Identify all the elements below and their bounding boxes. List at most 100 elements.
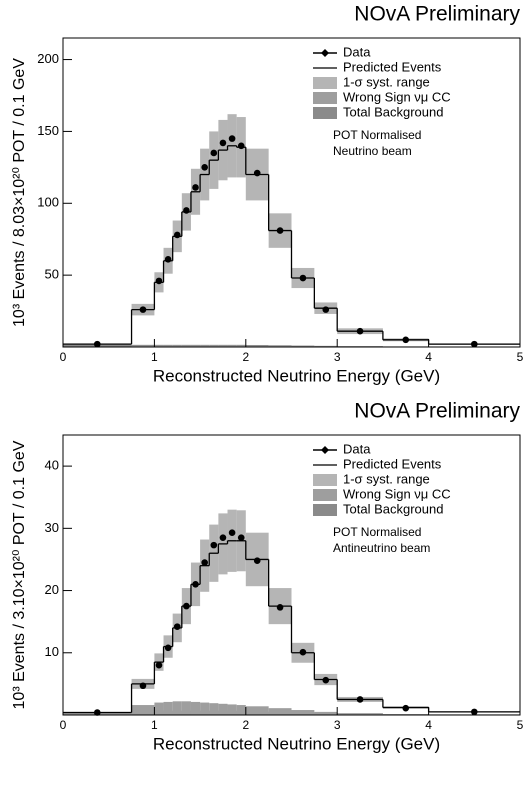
background-bar bbox=[209, 345, 219, 347]
background-bar bbox=[131, 705, 155, 715]
background-bar bbox=[154, 702, 164, 715]
data-point bbox=[237, 142, 245, 150]
data-point bbox=[253, 169, 261, 177]
chart-title: NOvA Preliminary bbox=[354, 400, 520, 423]
x-tick-label: 0 bbox=[60, 718, 67, 732]
data-point bbox=[276, 227, 284, 234]
x-axis-label: Reconstructed Neutrino Energy (GeV) bbox=[153, 734, 440, 753]
background-bar bbox=[154, 345, 164, 347]
data-point bbox=[471, 340, 478, 348]
annotation: Neutrino beam bbox=[333, 144, 412, 158]
background-bar bbox=[190, 345, 201, 347]
x-tick-label: 2 bbox=[242, 718, 249, 732]
data-point bbox=[210, 541, 218, 549]
background-bar bbox=[200, 702, 210, 715]
background-bar bbox=[236, 345, 246, 347]
background-bar bbox=[268, 708, 292, 715]
background-bar bbox=[314, 711, 338, 715]
data-point bbox=[322, 306, 330, 313]
data-point bbox=[192, 581, 199, 588]
annotation: POT Normalised bbox=[333, 525, 421, 539]
annotation: Antineutrino beam bbox=[333, 541, 430, 555]
data-point bbox=[219, 139, 227, 147]
x-tick-label: 4 bbox=[425, 350, 432, 364]
x-tick-label: 2 bbox=[242, 350, 249, 364]
background-bar bbox=[236, 705, 246, 715]
legend-label: 1-σ syst. range bbox=[343, 74, 430, 89]
data-point bbox=[219, 534, 227, 541]
plot-frame bbox=[62, 37, 521, 348]
data-point bbox=[356, 327, 364, 335]
chart-title: NOvA Preliminary bbox=[354, 3, 520, 26]
x-tick-label: 3 bbox=[334, 718, 341, 732]
data-point bbox=[356, 696, 364, 703]
data-point bbox=[299, 648, 307, 656]
legend-label: Predicted Events bbox=[343, 456, 442, 471]
y-tick-label: 40 bbox=[45, 458, 59, 473]
x-tick-label: 5 bbox=[517, 350, 523, 364]
background-bar bbox=[227, 345, 237, 347]
x-tick-label: 3 bbox=[334, 350, 341, 364]
panel: NOvA Preliminary Reconstructed Neutrino E… bbox=[11, 3, 523, 386]
legend-label: Total Background bbox=[343, 501, 443, 516]
data-point bbox=[471, 708, 478, 716]
data-point bbox=[228, 135, 236, 142]
data-point bbox=[228, 529, 236, 536]
data-point bbox=[155, 661, 163, 669]
x-tick-label: 5 bbox=[517, 718, 523, 732]
legend-label: Total Background bbox=[343, 104, 443, 119]
y-tick-label: 100 bbox=[37, 195, 59, 210]
background-bar bbox=[218, 703, 228, 715]
legend-swatch bbox=[313, 107, 337, 119]
legend-label: 1-σ syst. range bbox=[343, 471, 430, 486]
data-point bbox=[164, 256, 172, 263]
data-point bbox=[237, 534, 245, 541]
legend-swatch bbox=[321, 446, 329, 454]
y-tick-label: 20 bbox=[45, 582, 59, 597]
background-bar bbox=[172, 345, 182, 347]
x-tick-label: 0 bbox=[60, 350, 67, 364]
legend-swatch bbox=[321, 49, 329, 57]
x-tick-label: 4 bbox=[425, 718, 432, 732]
data-point bbox=[322, 676, 330, 684]
data-point bbox=[164, 644, 172, 652]
data-point bbox=[201, 559, 208, 566]
background-bar bbox=[218, 345, 228, 347]
legend-label: Data bbox=[343, 44, 371, 59]
y-tick-label: 10 bbox=[45, 644, 59, 659]
background-bar bbox=[172, 701, 182, 715]
legend-swatch bbox=[313, 92, 337, 104]
y-tick-label: 30 bbox=[45, 520, 59, 535]
data-point bbox=[183, 602, 190, 610]
background-bar bbox=[314, 345, 338, 347]
x-axis-label: Reconstructed Neutrino Energy (GeV) bbox=[153, 366, 440, 385]
background-bar bbox=[291, 710, 315, 715]
data-point bbox=[210, 149, 218, 157]
y-tick-label: 200 bbox=[37, 51, 59, 66]
data-point bbox=[155, 277, 163, 285]
background-bar bbox=[181, 345, 191, 347]
data-point bbox=[93, 709, 101, 716]
annotation: POT Normalised bbox=[333, 128, 421, 142]
legend-label: Predicted Events bbox=[343, 59, 442, 74]
x-tick-label: 1 bbox=[151, 718, 158, 732]
background-bar bbox=[209, 703, 219, 715]
legend-label: Wrong Sign νμ CC bbox=[343, 89, 451, 104]
data-point bbox=[253, 557, 261, 564]
y-tick-label: 50 bbox=[45, 267, 59, 282]
background-bar bbox=[337, 713, 383, 715]
background-bar bbox=[200, 345, 210, 347]
data-point bbox=[139, 682, 147, 690]
background-bar bbox=[227, 704, 237, 715]
data-point bbox=[276, 604, 284, 611]
data-point bbox=[201, 164, 208, 171]
data-point bbox=[173, 623, 181, 630]
background-bar bbox=[163, 345, 173, 347]
plot-frame bbox=[62, 434, 521, 716]
y-tick-label: 150 bbox=[37, 123, 59, 138]
legend-swatch bbox=[313, 474, 337, 486]
background-bar bbox=[245, 706, 269, 715]
data-point bbox=[402, 336, 410, 344]
